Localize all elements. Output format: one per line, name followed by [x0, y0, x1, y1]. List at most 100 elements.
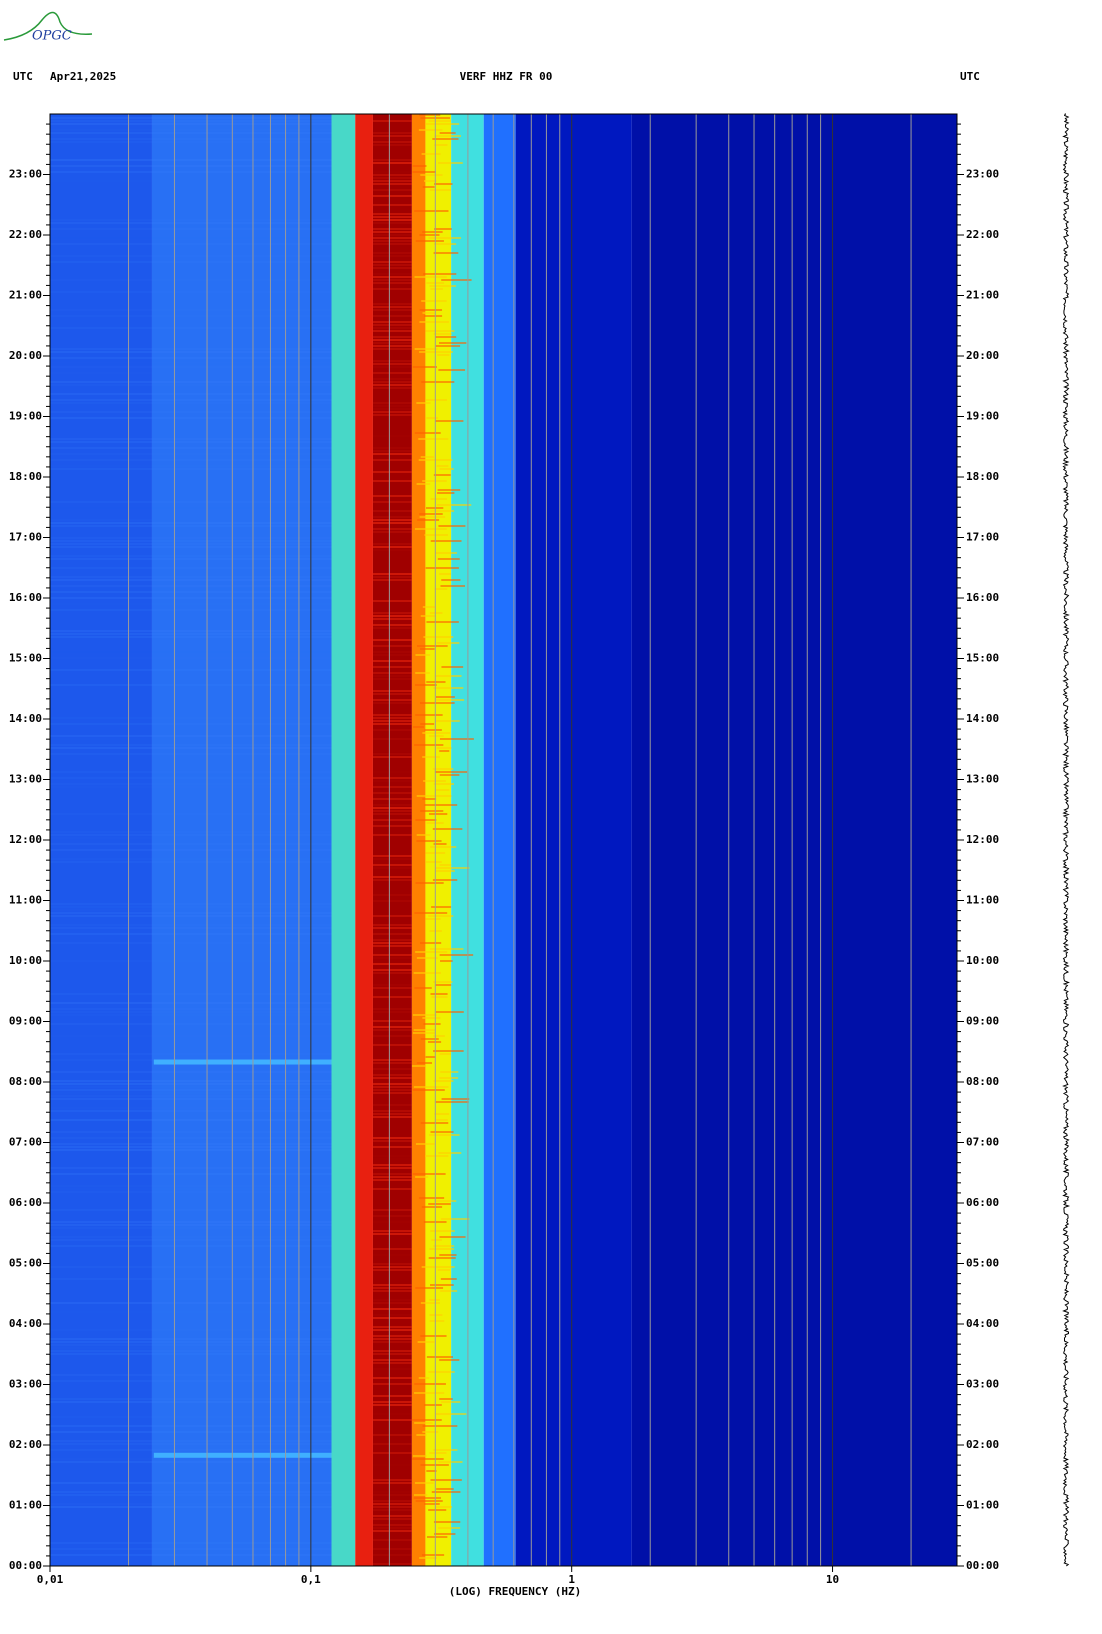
texture	[50, 288, 332, 290]
texture	[50, 228, 332, 230]
texture	[50, 1245, 332, 1247]
texture	[372, 309, 412, 311]
texture	[372, 252, 412, 254]
texture	[372, 1137, 412, 1139]
texture	[50, 291, 332, 293]
texture	[372, 1167, 412, 1169]
texture	[420, 648, 435, 650]
texture	[414, 432, 441, 434]
texture	[50, 927, 332, 929]
texture	[372, 1176, 412, 1178]
texture	[372, 756, 412, 758]
y-tick-label-right: 03:00	[966, 1378, 999, 1391]
texture	[50, 1431, 332, 1433]
texture	[421, 153, 441, 155]
texture	[372, 261, 412, 263]
texture	[50, 1338, 332, 1340]
y-tick-label-right: 21:00	[966, 289, 999, 302]
texture	[429, 948, 464, 950]
texture	[50, 843, 332, 845]
texture	[372, 864, 412, 866]
texture	[50, 1503, 332, 1505]
texture	[372, 702, 412, 704]
y-tick-label: 06:00	[9, 1196, 42, 1209]
spectral-band	[50, 114, 152, 1566]
texture	[433, 843, 447, 845]
texture	[415, 684, 437, 686]
texture	[372, 1146, 412, 1148]
texture	[50, 438, 332, 440]
texture	[372, 267, 412, 269]
spectral-band	[483, 114, 516, 1566]
texture	[434, 1113, 450, 1115]
texture	[415, 951, 448, 953]
texture	[372, 324, 412, 326]
texture	[435, 867, 470, 869]
texture	[50, 189, 332, 191]
texture	[422, 186, 435, 188]
texture	[414, 348, 438, 350]
texture	[372, 693, 412, 695]
texture	[422, 312, 435, 314]
texture	[50, 567, 332, 569]
texture	[50, 120, 332, 122]
texture	[50, 129, 332, 131]
y-tick-label: 16:00	[9, 591, 42, 604]
texture	[50, 1035, 332, 1037]
header-left: UTC	[13, 70, 33, 83]
texture	[439, 954, 474, 956]
texture	[50, 1443, 332, 1445]
texture	[50, 1554, 332, 1556]
texture	[372, 738, 412, 740]
texture	[438, 162, 463, 164]
texture	[372, 1308, 412, 1310]
texture	[372, 579, 412, 581]
y-tick-label: 04:00	[9, 1317, 42, 1330]
texture	[50, 849, 332, 851]
texture	[423, 636, 454, 638]
texture	[439, 1359, 460, 1361]
texture	[420, 723, 435, 725]
texture	[372, 813, 412, 815]
y-tick-label: 09:00	[9, 1015, 42, 1028]
texture	[50, 141, 332, 143]
texture	[422, 606, 435, 608]
texture	[372, 120, 412, 122]
texture	[428, 237, 462, 239]
texture	[431, 1239, 442, 1241]
texture	[372, 447, 412, 449]
texture	[372, 342, 412, 344]
texture	[372, 381, 412, 383]
y-tick-label: 11:00	[9, 894, 42, 907]
texture	[373, 1491, 412, 1493]
texture	[372, 453, 412, 455]
texture	[422, 480, 447, 482]
texture	[372, 321, 412, 323]
texture	[372, 213, 412, 215]
texture	[420, 810, 444, 812]
y-tick-label-right: 06:00	[966, 1196, 999, 1209]
texture	[372, 408, 412, 410]
texture	[50, 813, 332, 815]
texture	[425, 330, 455, 332]
texture	[372, 945, 412, 947]
texture	[50, 555, 332, 557]
y-tick-label: 03:00	[9, 1378, 42, 1391]
texture	[438, 1461, 463, 1463]
texture	[50, 579, 332, 581]
texture	[437, 354, 450, 356]
texture	[50, 117, 332, 119]
texture	[50, 366, 332, 368]
texture	[50, 1095, 332, 1097]
texture	[412, 1089, 445, 1091]
texture	[372, 135, 412, 137]
texture	[50, 225, 332, 227]
texture	[372, 387, 412, 389]
spectral-band	[631, 114, 957, 1566]
texture	[426, 681, 446, 683]
texture	[372, 1215, 412, 1217]
texture	[416, 957, 438, 959]
texture	[372, 717, 412, 719]
texture	[373, 558, 412, 560]
texture	[50, 279, 332, 281]
